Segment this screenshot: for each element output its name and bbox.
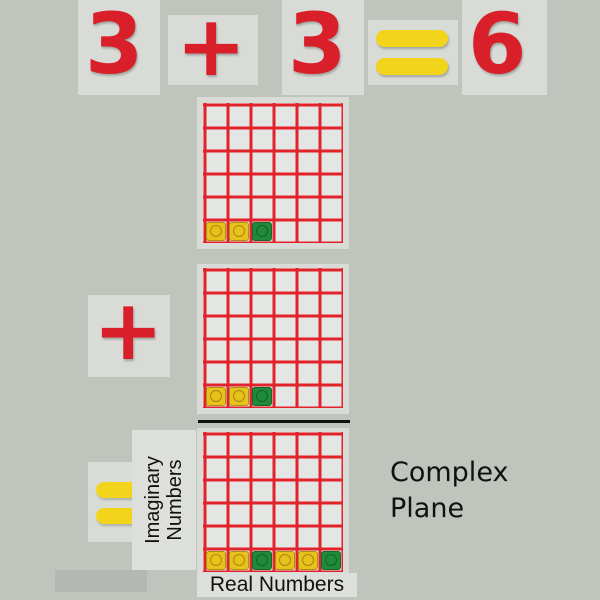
- pegboard-grid-2: [203, 268, 343, 408]
- plus-tile: [88, 295, 170, 377]
- yellow-block: [206, 387, 226, 406]
- green-block: [252, 222, 272, 241]
- imaginary-label-line2: Numbers: [164, 459, 186, 541]
- complex-plane-label: Complex Plane: [390, 455, 508, 527]
- real-axis-label: Real Numbers: [197, 573, 357, 597]
- imaginary-axis-label: Imaginary Numbers: [132, 430, 196, 570]
- grid-lines-3: [203, 432, 343, 572]
- equation-tile-left: [78, 0, 160, 95]
- equation-tile-right: [282, 0, 364, 95]
- equals-tile-bottom: [88, 462, 140, 542]
- green-block: [321, 551, 341, 570]
- equation-plus-sign: +: [176, 0, 247, 95]
- yellow-block: [229, 551, 249, 570]
- sum-line: [198, 420, 350, 423]
- grid-lines-2: [203, 268, 343, 408]
- equation-tile-result: [462, 0, 547, 95]
- pegboard-grid-3: [203, 432, 343, 572]
- blank-patch: [55, 570, 147, 592]
- equals-sign-icon: [376, 30, 448, 76]
- yellow-block: [206, 222, 226, 241]
- complex-label-line2: Plane: [390, 493, 465, 524]
- equation-right-operand: 3: [288, 0, 347, 93]
- yellow-block: [206, 551, 226, 570]
- equation-left-operand: 3: [85, 0, 144, 93]
- yellow-block: [229, 387, 249, 406]
- plus-sign-magnet: +: [93, 281, 164, 379]
- yellow-block: [229, 222, 249, 241]
- imaginary-label-line1: Imaginary: [142, 456, 164, 544]
- yellow-block: [298, 551, 318, 570]
- grid-lines-1: [203, 103, 343, 243]
- pegboard-grid-1: [203, 103, 343, 243]
- yellow-block: [275, 551, 295, 570]
- green-block: [252, 551, 272, 570]
- equation-result: 6: [468, 0, 527, 93]
- complex-label-line1: Complex: [390, 457, 509, 488]
- green-block: [252, 387, 272, 406]
- equation-tile-plus: [168, 15, 258, 85]
